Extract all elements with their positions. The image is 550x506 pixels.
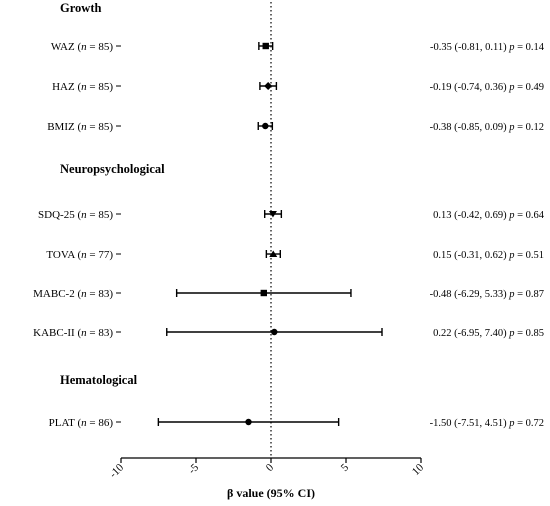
estimate-ci-text: -0.35 (-0.81, 0.11)	[430, 42, 509, 53]
estimate-label: -0.48 (-6.29, 5.33) p = 0.87	[430, 289, 544, 300]
estimate-ci-text: -0.38 (-0.85, 0.09)	[430, 122, 510, 133]
p-symbol: p	[508, 418, 514, 429]
estimate-point	[264, 82, 273, 90]
row-label-count: = 83)	[87, 288, 114, 300]
row-label-name: MABC-2 (	[33, 288, 81, 300]
row-label-name: SDQ-25 (	[38, 209, 81, 221]
p-symbol: p	[508, 210, 514, 221]
section-heading: Neuropsychological	[60, 162, 165, 176]
row-label-name: HAZ (	[52, 81, 81, 93]
row-label-n: n	[81, 81, 87, 93]
estimate-point	[262, 42, 269, 50]
row-label-name: WAZ (	[51, 41, 82, 53]
row-label-count: = 86)	[87, 417, 114, 429]
row-label-count: = 85)	[87, 121, 114, 133]
row-label-name: BMIZ (	[47, 121, 81, 133]
estimate-point	[269, 250, 278, 257]
row-label-n: n	[81, 249, 87, 261]
estimate-label: 0.22 (-6.95, 7.40) p = 0.85	[433, 328, 544, 339]
estimate-label: 0.13 (-0.42, 0.69) p = 0.64	[433, 210, 545, 221]
row-label-n: n	[81, 288, 87, 300]
row-label-name: KABC-II (	[33, 327, 81, 339]
p-value: = 0.87	[514, 289, 544, 300]
estimate-label: -0.38 (-0.85, 0.09) p = 0.12	[430, 122, 544, 133]
row-label: HAZ (n = 85)	[52, 81, 113, 93]
estimate-ci-text: 0.15 (-0.31, 0.62)	[433, 250, 509, 261]
p-symbol: p	[508, 122, 514, 133]
row-label: MABC-2 (n = 83)	[33, 288, 113, 300]
estimate-ci-text: -0.19 (-0.74, 0.36)	[430, 82, 510, 93]
row-label-count: = 85)	[87, 209, 114, 221]
p-symbol: p	[508, 82, 514, 93]
p-value: = 0.51	[514, 250, 544, 261]
estimate-point	[260, 289, 267, 297]
row-label-n: n	[81, 417, 87, 429]
p-value: = 0.85	[514, 328, 544, 339]
x-tick-label: -10	[107, 461, 126, 480]
estimate-label: -1.50 (-7.51, 4.51) p = 0.72	[430, 418, 544, 429]
p-symbol: p	[508, 250, 514, 261]
row-label: KABC-II (n = 83)	[33, 327, 113, 339]
row-label-count: = 77)	[87, 249, 114, 261]
x-axis-label: β value (95% CI)	[227, 486, 315, 500]
p-symbol: p	[508, 328, 514, 339]
x-tick-label: 0	[264, 461, 277, 474]
estimate-ci-text: 0.22 (-6.95, 7.40)	[433, 328, 509, 339]
x-axis: -10 -5 0 5 10	[107, 457, 427, 480]
row-label-n: n	[81, 209, 87, 221]
row-label-count: = 85)	[87, 81, 114, 93]
estimate-ci-text: 0.13 (-0.42, 0.69)	[433, 210, 509, 221]
estimate-point	[271, 328, 278, 336]
row-label: TOVA (n = 77)	[46, 249, 113, 261]
estimate-ci-text: -1.50 (-7.51, 4.51)	[430, 418, 510, 429]
p-value: = 0.72	[514, 418, 544, 429]
row-label-n: n	[81, 121, 87, 133]
x-tick-label: 5	[339, 461, 352, 474]
estimate-label: -0.19 (-0.74, 0.36) p = 0.49	[430, 82, 544, 93]
row-label-count: = 83)	[87, 327, 114, 339]
p-value: = 0.49	[514, 82, 544, 93]
section-heading: Hematological	[60, 373, 138, 387]
p-value: = 0.14	[514, 42, 544, 53]
estimate-label: -0.35 (-0.81, 0.11) p = 0.14	[430, 42, 545, 53]
row-label-n: n	[81, 41, 87, 53]
section-heading: Growth	[60, 1, 101, 15]
row-label: WAZ (n = 85)	[51, 41, 113, 53]
row-label-name: TOVA (	[46, 249, 81, 261]
x-tick-label: -5	[186, 461, 201, 476]
row-label-count: = 85)	[87, 41, 114, 53]
estimate-point	[245, 418, 252, 426]
p-value: = 0.64	[514, 210, 544, 221]
estimate-point	[262, 122, 269, 130]
estimate-label: 0.15 (-0.31, 0.62) p = 0.51	[433, 250, 544, 261]
row-label: SDQ-25 (n = 85)	[38, 209, 113, 221]
p-symbol: p	[508, 42, 514, 53]
row-label: PLAT (n = 86)	[49, 417, 114, 429]
x-tick-label: 10	[410, 461, 427, 478]
p-symbol: p	[508, 289, 514, 300]
row-label-name: PLAT (	[49, 417, 82, 429]
estimate-point	[268, 211, 277, 218]
row-label-n: n	[81, 327, 87, 339]
estimate-ci-text: -0.48 (-6.29, 5.33)	[430, 289, 510, 300]
row-label: BMIZ (n = 85)	[47, 121, 113, 133]
p-value: = 0.12	[514, 122, 544, 133]
